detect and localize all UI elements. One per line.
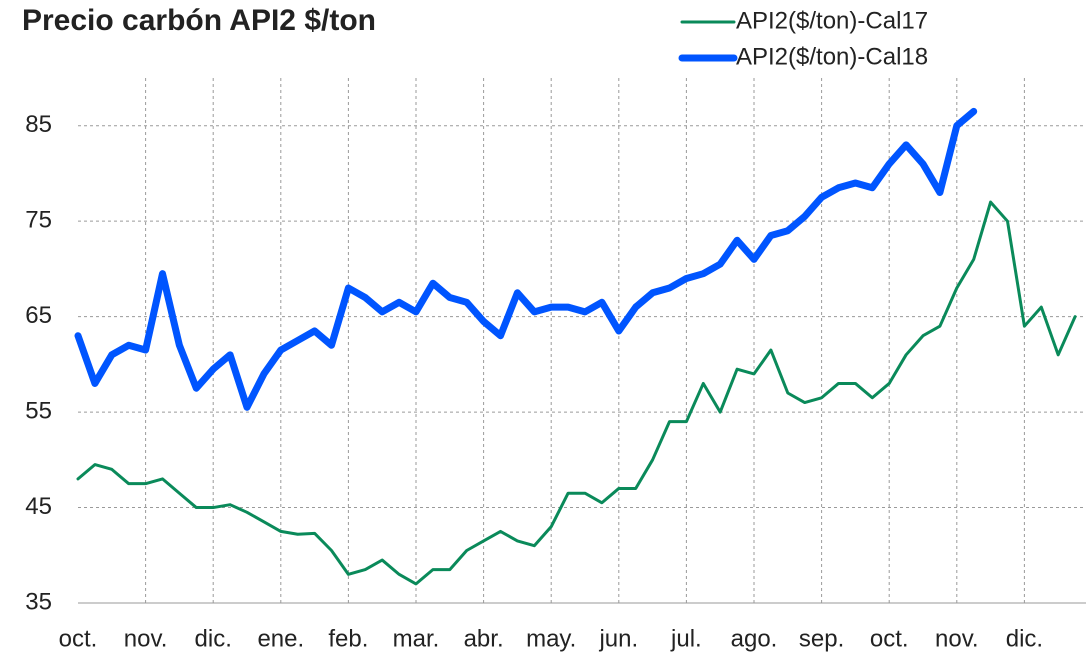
x-tick-label: jul. [670, 625, 702, 652]
x-tick-label: nov. [124, 625, 168, 652]
y-tick-label: 75 [25, 207, 52, 234]
chart-title: Precio carbón API2 $/ton [22, 4, 376, 37]
x-tick-label: ago. [731, 625, 778, 652]
x-tick-label: oct. [59, 625, 98, 652]
x-tick-label: sep. [799, 625, 844, 652]
x-tick-label: nov. [935, 625, 979, 652]
y-tick-label: 55 [25, 397, 52, 424]
x-tick-label: abr. [464, 625, 504, 652]
x-tick-label: dic. [1006, 625, 1043, 652]
x-tick-label: jun. [598, 625, 638, 652]
y-tick-label: 65 [25, 302, 52, 329]
series-line [76, 200, 1077, 586]
x-tick-label: oct. [870, 625, 909, 652]
legend-label: API2($/ton)-Cal17 [736, 7, 928, 34]
x-tick-label: mar. [393, 625, 440, 652]
x-tick-label: may. [526, 625, 576, 652]
legend-label: API2($/ton)-Cal18 [736, 43, 928, 70]
y-tick-label: 35 [25, 588, 52, 615]
x-tick-label: ene. [257, 625, 304, 652]
y-tick-label: 45 [25, 493, 52, 520]
series-line [74, 107, 978, 411]
x-tick-label: feb. [328, 625, 368, 652]
y-tick-label: 85 [25, 111, 52, 138]
x-tick-label: dic. [195, 625, 232, 652]
